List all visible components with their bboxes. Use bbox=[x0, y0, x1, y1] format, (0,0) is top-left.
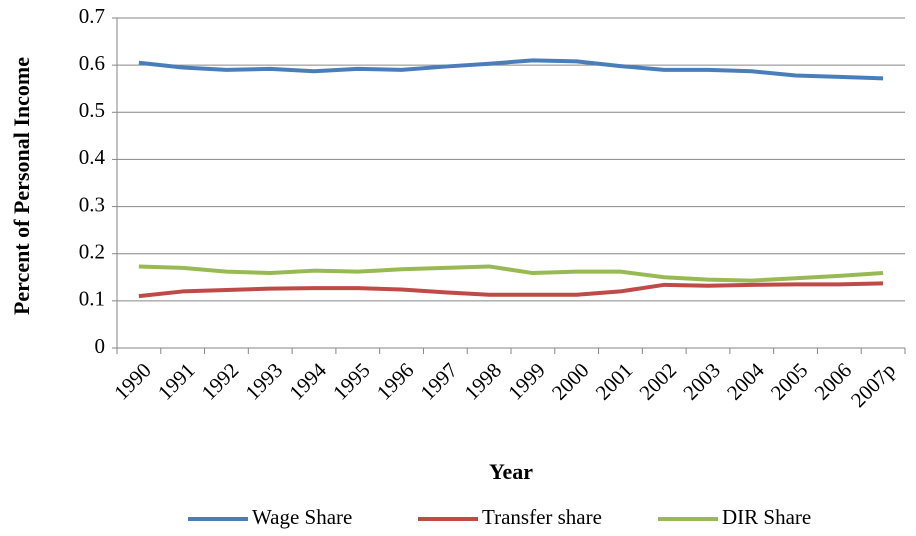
x-tick-label: 1990 bbox=[109, 358, 156, 405]
x-tick-label: 2007p bbox=[846, 358, 900, 412]
y-tick-label: 0 bbox=[95, 334, 106, 358]
x-tick-label: 1991 bbox=[153, 358, 200, 405]
x-tick-label: 2004 bbox=[722, 358, 769, 405]
x-tick-label: 1994 bbox=[284, 358, 331, 405]
legend-label: DIR Share bbox=[722, 505, 811, 529]
x-tick-label: 1997 bbox=[416, 358, 463, 405]
x-tick-label: 2002 bbox=[634, 358, 681, 405]
x-tick-label: 1999 bbox=[503, 358, 550, 405]
data-line bbox=[138, 281, 884, 299]
x-tick-label: 1995 bbox=[328, 358, 375, 405]
y-tick-label: 0.2 bbox=[79, 240, 105, 264]
x-tick-label: 1996 bbox=[372, 358, 419, 405]
x-tick-label: 1993 bbox=[240, 358, 287, 405]
y-tick-label: 0.1 bbox=[79, 287, 105, 311]
x-tick-label: 1998 bbox=[459, 358, 506, 405]
x-tick-label: 2001 bbox=[591, 358, 638, 405]
x-tick-label: 2000 bbox=[547, 358, 594, 405]
data-line bbox=[138, 58, 884, 81]
legend-label: Wage Share bbox=[252, 505, 352, 529]
y-tick-label: 0.6 bbox=[79, 51, 105, 75]
y-tick-label: 0.7 bbox=[79, 4, 105, 28]
x-axis-title: Year bbox=[489, 459, 533, 484]
x-tick-label: 1992 bbox=[197, 358, 244, 405]
x-tick-label: 2003 bbox=[678, 358, 725, 405]
y-tick-label: 0.3 bbox=[79, 192, 105, 216]
y-axis-title: Percent of Personal Income bbox=[9, 57, 34, 315]
y-tick-label: 0.5 bbox=[79, 98, 105, 122]
x-tick-label: 2005 bbox=[766, 358, 813, 405]
data-line bbox=[138, 264, 884, 283]
legend-label: Transfer share bbox=[482, 505, 602, 529]
y-tick-label: 0.4 bbox=[79, 145, 106, 169]
